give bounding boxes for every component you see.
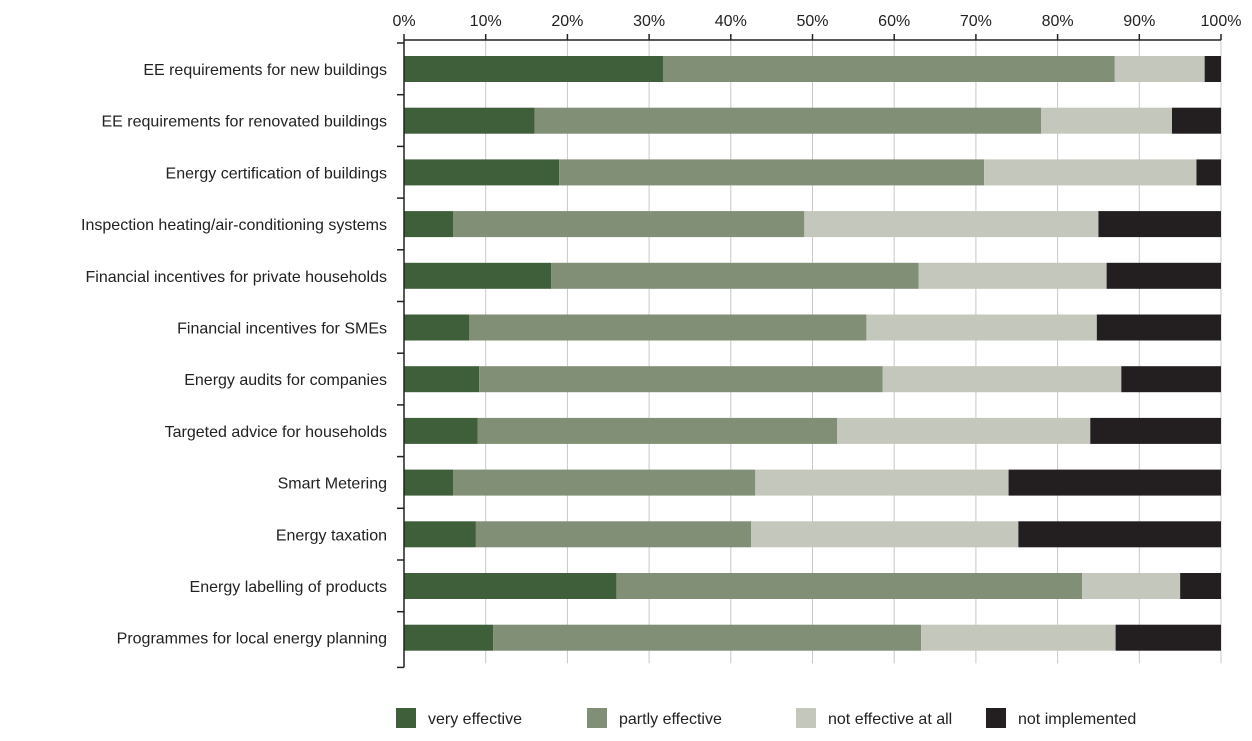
category-label: Energy audits for companies: [184, 372, 387, 389]
bar-segment: [1106, 262, 1221, 289]
bar-segment: [1171, 107, 1221, 134]
bar-segment: [475, 521, 752, 548]
gridlines: [485, 40, 1222, 664]
x-tick-label: 100%: [1201, 13, 1242, 30]
legend-swatch: [986, 708, 1006, 728]
bar-segment: [882, 366, 1122, 393]
bar-segment: [559, 159, 985, 186]
bar-segment: [1180, 573, 1221, 599]
x-tick-label: 90%: [1123, 13, 1155, 30]
bar-segment: [984, 159, 1197, 186]
bar-segment: [404, 469, 454, 496]
bar-segment: [804, 211, 1099, 238]
category-label: Inspection heating/air-conditioning syst…: [81, 217, 387, 234]
bar-segment: [1018, 521, 1221, 548]
bar-segment: [404, 211, 454, 238]
bar-segment: [755, 469, 1009, 496]
legend-label: not implemented: [1018, 711, 1136, 728]
bar-segment: [404, 314, 470, 341]
category-labels: EE requirements for new buildings EE requ…: [81, 62, 387, 648]
bar-segment: [404, 366, 480, 393]
bar-segment: [404, 417, 478, 444]
category-label: Energy certification of buildings: [166, 165, 387, 182]
bar-segment: [404, 159, 560, 186]
bar-segment: [404, 521, 476, 548]
bar-segment: [469, 314, 867, 341]
bar-segment: [453, 469, 756, 496]
category-label: EE requirements for new buildings: [143, 62, 387, 79]
x-tick-label: 60%: [878, 13, 910, 30]
category-label: Smart Metering: [278, 476, 387, 493]
bar-segment: [404, 107, 535, 134]
bar-segment: [837, 417, 1091, 444]
bar-segment: [921, 624, 1116, 651]
bar-segment: [1115, 624, 1221, 651]
x-tick-label: 30%: [633, 13, 665, 30]
x-tick-label: 70%: [960, 13, 992, 30]
bar-segment: [1098, 211, 1221, 238]
bar-segment: [1041, 107, 1172, 134]
category-label: Financial incentives for SMEs: [177, 321, 387, 338]
bar-segment: [534, 107, 1042, 134]
legend-label: partly effective: [619, 711, 722, 728]
legend-label: not effective at all: [828, 711, 952, 728]
bar-segment: [479, 366, 883, 393]
bar-segment: [1114, 56, 1205, 82]
legend-swatch: [587, 708, 607, 728]
category-label: Financial incentives for private househo…: [86, 269, 388, 286]
x-axis-ticks: 0% 10% 20% 30% 40% 50% 60% 70% 80% 90% 100%: [392, 13, 1241, 40]
category-label: EE requirements for renovated buildings: [102, 114, 388, 131]
bars: [404, 56, 1221, 651]
bar-segment: [404, 56, 663, 82]
category-label: Energy taxation: [276, 527, 387, 544]
bar-segment: [404, 573, 617, 599]
bar-segment: [1008, 469, 1221, 496]
legend-swatch: [396, 708, 416, 728]
bar-segment: [751, 521, 1019, 548]
bar-segment: [662, 56, 1115, 82]
bar-segment: [453, 211, 805, 238]
bar-segment: [918, 262, 1107, 289]
bar-segment: [616, 573, 1083, 599]
bar-segment: [866, 314, 1097, 341]
legend-label: very effective: [428, 711, 522, 728]
x-tick-label: 10%: [470, 13, 502, 30]
bar-segment: [493, 624, 922, 651]
legend-swatch: [796, 708, 816, 728]
bar-segment: [1196, 159, 1221, 186]
category-label: Targeted advice for households: [165, 424, 387, 441]
bar-segment: [404, 624, 494, 651]
bar-segment: [1121, 366, 1221, 393]
bar-segment: [477, 417, 838, 444]
bar-segment: [404, 262, 552, 289]
bar-segment: [1096, 314, 1221, 341]
x-tick-label: 80%: [1042, 13, 1074, 30]
x-tick-label: 50%: [796, 13, 828, 30]
legend: very effective partly effective not effect…: [396, 708, 1136, 728]
bar-segment: [1082, 573, 1181, 599]
x-tick-label: 0%: [392, 13, 415, 30]
category-label: Programmes for local energy planning: [117, 631, 387, 648]
x-tick-label: 40%: [715, 13, 747, 30]
bar-segment: [1204, 56, 1221, 82]
bar-segment: [551, 262, 919, 289]
category-label: Energy labelling of products: [190, 579, 387, 596]
bar-segment: [1090, 417, 1221, 444]
x-tick-label: 20%: [551, 13, 583, 30]
